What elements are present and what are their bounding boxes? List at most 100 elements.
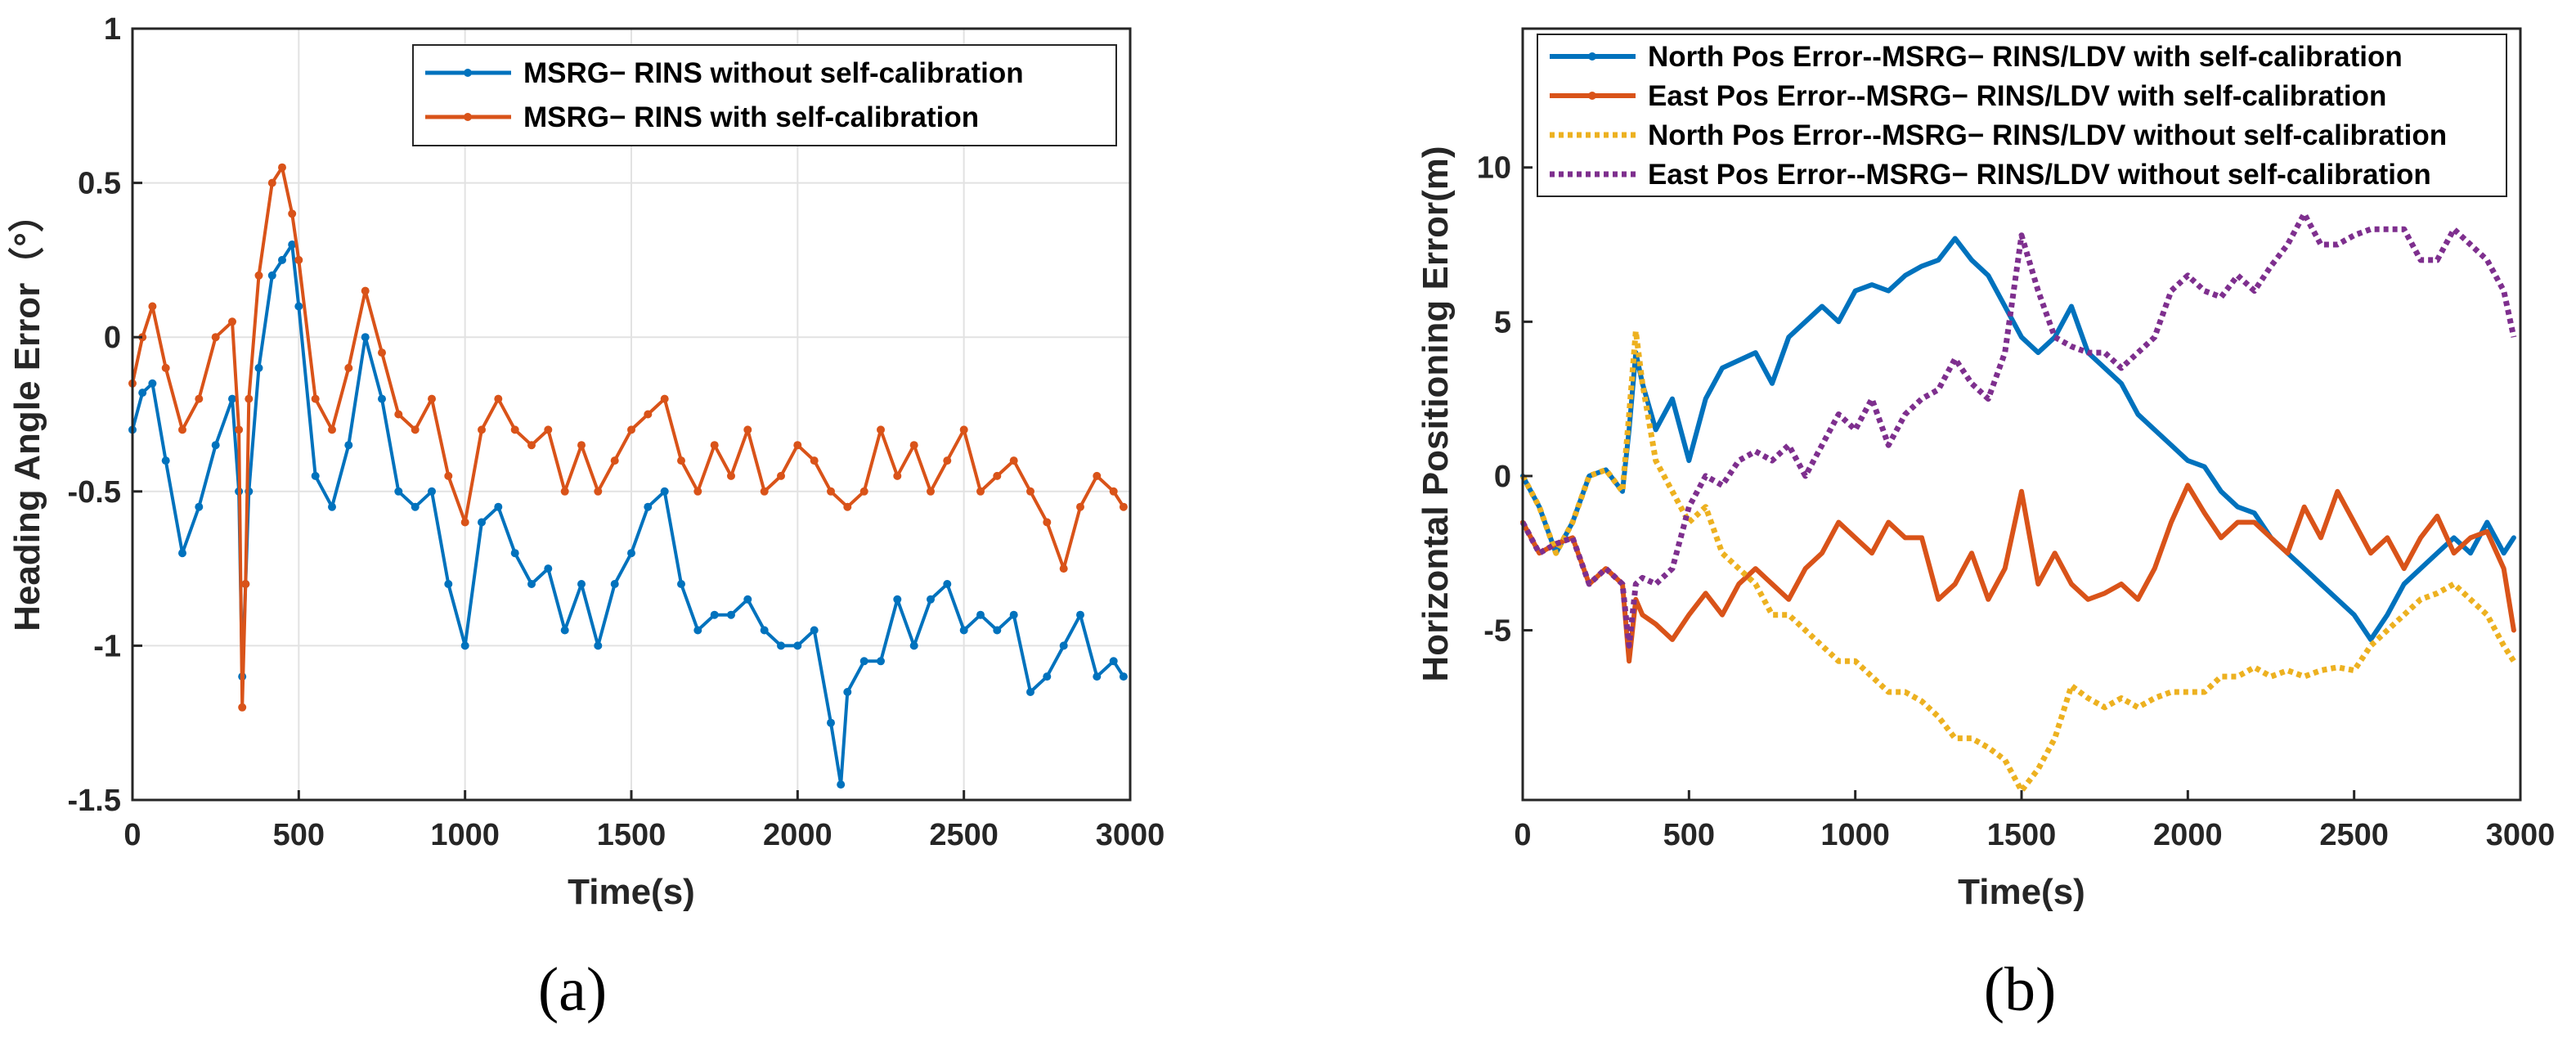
panel-a-series-0-point [859,657,868,666]
panel-a-series-0-point [693,626,702,635]
panel-b-legend: North Pos Error--MSRG− RINS/LDV with sel… [1537,34,2507,197]
panel-b-legend-label-east-without: East Pos Error--MSRG− RINS/LDV without s… [1648,159,2431,191]
panel-a-legend-marker-without-calibration [464,69,472,77]
panel-b-x-axis-label: Time(s) [1958,872,2085,912]
panel-a-series-1-point [1093,471,1102,480]
panel-a-series-1-point [777,471,785,480]
panel-a-series-0-point [378,394,386,403]
panel-a-series-1-point [344,363,353,372]
panel-a-series-1-point [378,348,386,357]
panel-b-legend-label-north-with: North Pos Error--MSRG− RINS/LDV with sel… [1648,41,2403,73]
panel-a-series-0-point [311,471,320,480]
panel-a-series-1-point [877,425,885,434]
panel-a-series-0-point [328,502,336,511]
panel-a-series-1-point [760,487,769,496]
panel-a-y-tick-label: -1.5 [68,784,121,818]
panel-a-series-0-point [793,641,802,650]
panel-a-x-tick-label: 0 [123,818,141,852]
panel-b-x-tick-label: 0 [1514,818,1531,852]
panel-a-series-0-point [344,441,353,450]
panel-a-series-0-point [976,610,985,619]
panel-a-series-1-point [294,255,303,264]
panel-a-series-0-point [228,394,236,403]
panel-a-series-1-point [278,163,286,172]
panel-a-series-0-point [411,502,420,511]
panel-a-series-0-point [444,580,453,588]
panel-a-series-1-point [1009,456,1018,465]
panel-a-legend-label-without-calibration: MSRG− RINS without self-calibration [523,57,1024,89]
panel-a-series-0-point [843,688,852,696]
panel-a-series-0-point [361,333,370,342]
panel-a-series-1-point [560,487,569,496]
panel-a-series-1-point [195,394,204,403]
panel-b-y-tick-label: 5 [1494,305,1511,339]
panel-a-series-0-point [278,255,286,264]
panel-a-series-1-point [710,441,719,450]
panel-a-series-1-point [743,425,752,434]
panel-a-series-0-point [610,580,619,588]
panel-a-series-0-point [560,626,569,635]
panel-a-series-0-point [1026,688,1034,696]
panel-a-series-1-point [693,487,702,496]
panel-a-series-0-point [544,564,553,573]
panel-a-y-tick-label: -0.5 [68,475,121,510]
panel-a-series-1-point [909,441,918,450]
panel-b-legend-label-north-without: North Pos Error--MSRG− RINS/LDV without … [1648,119,2447,151]
panel-a-y-tick-label: 1 [104,12,121,47]
panel-a-series-0-point [943,580,952,588]
panel-a-series-1-point [444,471,453,480]
panel-a-series-0-point [993,626,1002,635]
panel-a-series-1-point [993,471,1002,480]
panel-a-series-1-point [311,394,320,403]
panel-a-series-1-point [254,271,263,280]
panel-b-x-tick-label: 2000 [2153,818,2223,852]
panel-a-series-1-point [178,425,186,434]
panel-b-legend-marker-north-with [1588,52,1596,61]
panel-a-series-1-point [478,425,486,434]
panel-a-series-1-point [959,425,968,434]
panel-a-series-1-point [138,333,147,342]
panel-b-y-tick-label: 10 [1477,151,1511,186]
panel-a-series-0-point [178,549,186,558]
panel-a-y-axis-label: Heading Angle Error（°） [7,196,47,631]
panel-a-series-1-point [577,441,586,450]
panel-a-series-0-point [727,610,735,619]
panel-a-series-1-point [1109,487,1118,496]
panel-a-series-0-point [254,363,263,372]
panel-b-x-tick-label: 500 [1663,818,1715,852]
panel-a-series-0-point [777,641,785,650]
panel-b-series-1-line [1520,483,2516,664]
panel-a-series-0-point [428,487,436,496]
panel-a-series-1-point [893,471,902,480]
panel-a-series-1-point [677,456,685,465]
panel-a-series-1-point [361,286,370,295]
panel-b-chart: 0 500 1000 1500 2000 2500 3000 -5 0 5 10 Time(s) H… [1416,27,2556,1024]
panel-b-x-tick-label: 2500 [2319,818,2389,852]
panel-a-series-1-point [810,456,819,465]
panel-a-series-0-point [760,626,769,635]
panel-a-series-1-point [976,487,985,496]
panel-a-series-1-point [428,394,436,403]
panel-a-series-1-point [228,317,236,326]
panel-a-series-0-point [148,379,157,388]
panel-a-series-1-point [727,471,735,480]
panel-a-series-0-point [394,487,403,496]
panel-a-series-1-point [943,456,952,465]
panel-a-series-1-point [494,394,503,403]
panel-a-series-1-point [793,441,802,450]
panel-a-series-0-point [927,595,935,604]
panel-a-series-0-point [494,502,503,511]
panel-a-series-0-point [527,580,536,588]
panel-a-series-1-point [927,487,935,496]
panel-a-series-1-point [267,178,276,187]
panel-a-series-1-point [241,580,250,588]
panel-a-chart: 0 500 1000 1500 2000 2500 3000-1.5-1-0.500.51 … [7,12,1165,1024]
panel-b-x-tick-label: 3000 [2486,818,2556,852]
panel-b-legend-box [1537,34,2507,197]
panel-a-series-0-point [1076,610,1084,619]
panel-a-series-0-point [909,641,918,650]
panel-a-series-1-point [827,487,835,496]
panel-b-series-0-line [1520,236,2516,642]
panel-a-x-tick-label: 2500 [929,818,999,852]
panel-a-series-0-point [1059,641,1068,650]
